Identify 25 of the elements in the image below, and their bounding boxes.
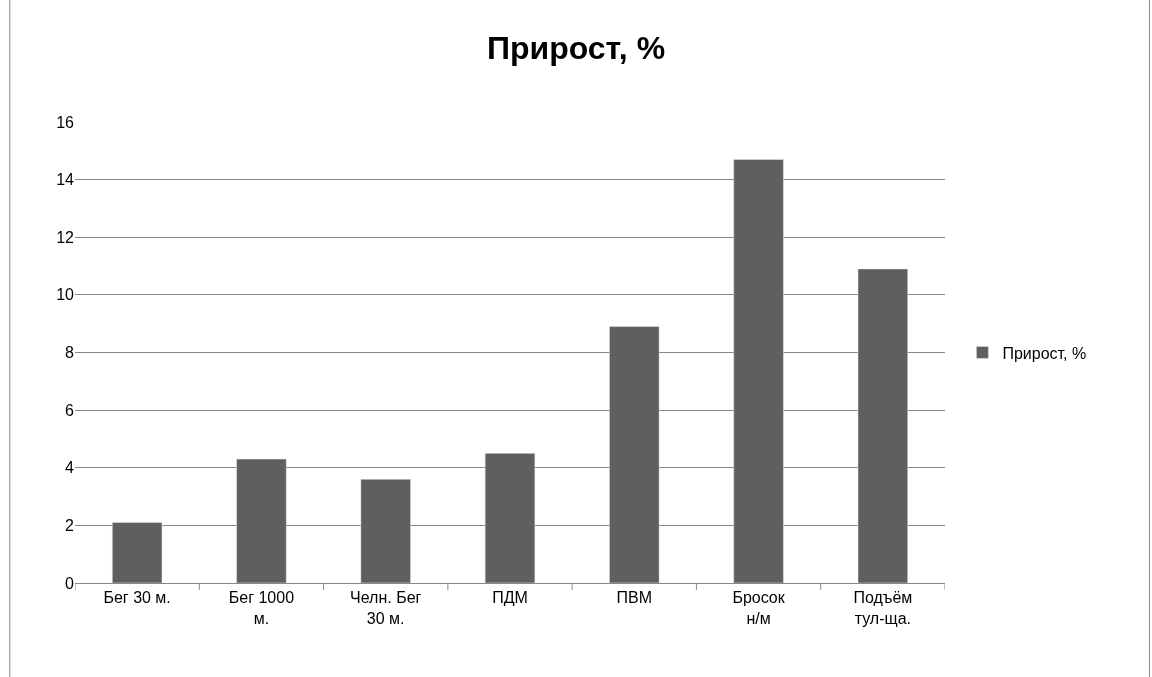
chart-title: Прирост, % (486, 29, 666, 66)
legend-label: Прирост, % (1002, 344, 1087, 362)
y-tick-label: 6 (65, 401, 75, 419)
bar (484, 453, 536, 583)
y-tick-label: 4 (65, 459, 75, 477)
bar (112, 522, 163, 583)
y-tick-label: 16 (56, 113, 75, 131)
bar (857, 268, 908, 583)
y-tick-label: 8 (65, 344, 75, 362)
y-tick-label: 14 (56, 171, 75, 189)
x-tick-label: ПВМ (616, 589, 653, 607)
x-tick-label: Бросок н/м (732, 589, 786, 627)
y-tick-label: 12 (56, 228, 75, 246)
bar (360, 479, 411, 583)
bar (236, 458, 287, 583)
x-tick-label: Челн. Бег 30 м. (350, 589, 422, 627)
x-tick-label: ПДМ (492, 589, 528, 607)
bar (733, 159, 784, 583)
x-tick-label: Бег 1000 м. (228, 589, 295, 627)
y-tick-label: 2 (65, 516, 75, 534)
bar (609, 326, 660, 583)
x-tick-label: Бег 30 м. (103, 589, 171, 607)
y-tick-label: 0 (65, 574, 75, 592)
y-tick-label: 10 (56, 286, 75, 304)
x-tick-label: Подъём тул-ща. (853, 589, 913, 627)
